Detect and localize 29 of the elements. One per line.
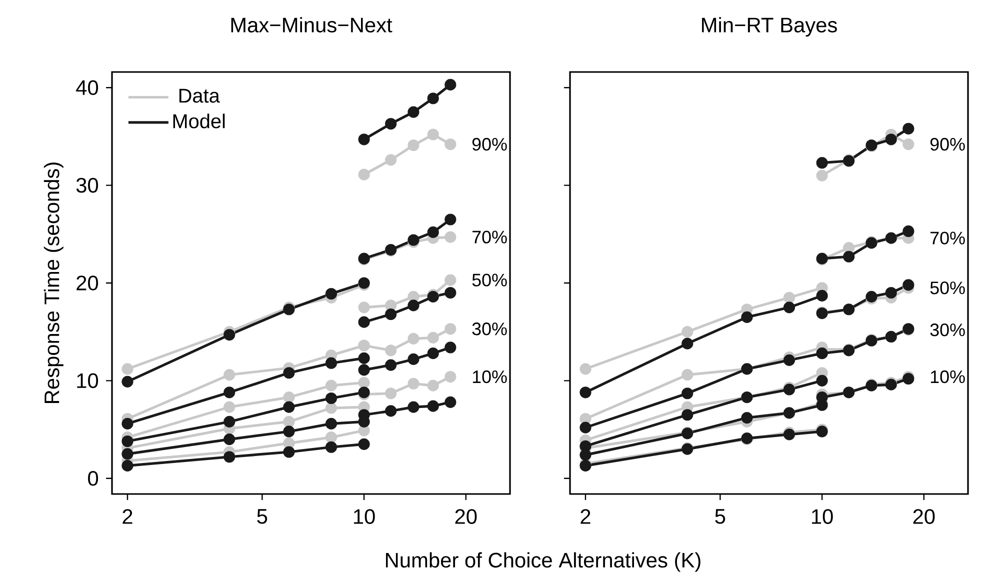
annotation: 10% xyxy=(472,370,507,384)
x-tick-label: 20 xyxy=(913,509,935,524)
annotation: 10% xyxy=(930,370,965,384)
x-tick-label: 10 xyxy=(354,509,375,524)
legend-label: Data xyxy=(179,88,220,103)
x-tick-label: 20 xyxy=(455,509,477,524)
y-tick-label: 40 xyxy=(76,80,98,96)
chart-title: Max−Minus−Next xyxy=(231,17,392,32)
annotation: 50% xyxy=(930,282,965,294)
annotation: 90% xyxy=(930,138,965,151)
y-tick-label: 0 xyxy=(88,470,98,486)
x-tick-label: 2 xyxy=(580,509,590,524)
annotation: 30% xyxy=(930,324,965,336)
annotation: 50% xyxy=(472,274,507,286)
y-tick-label: 20 xyxy=(76,276,98,290)
annotation: 70% xyxy=(472,230,507,244)
y-axis-title: Response Time (seconds) xyxy=(44,162,64,403)
annotation: 90% xyxy=(472,138,507,151)
x-tick-label: 5 xyxy=(715,509,726,524)
y-tick-label: 10 xyxy=(77,373,98,388)
x-tick-label: 5 xyxy=(257,509,268,524)
annotation: 70% xyxy=(930,232,965,244)
legend-label: Model xyxy=(173,114,225,128)
annotation: 30% xyxy=(472,322,507,336)
chart-title: Min−RT Bayes xyxy=(702,17,837,37)
x-tick-label: 2 xyxy=(122,509,132,524)
x-axis-title: Number of Choice Alternatives (K) xyxy=(386,552,700,572)
x-tick-label: 10 xyxy=(812,509,833,524)
y-tick-label: 30 xyxy=(76,178,98,193)
